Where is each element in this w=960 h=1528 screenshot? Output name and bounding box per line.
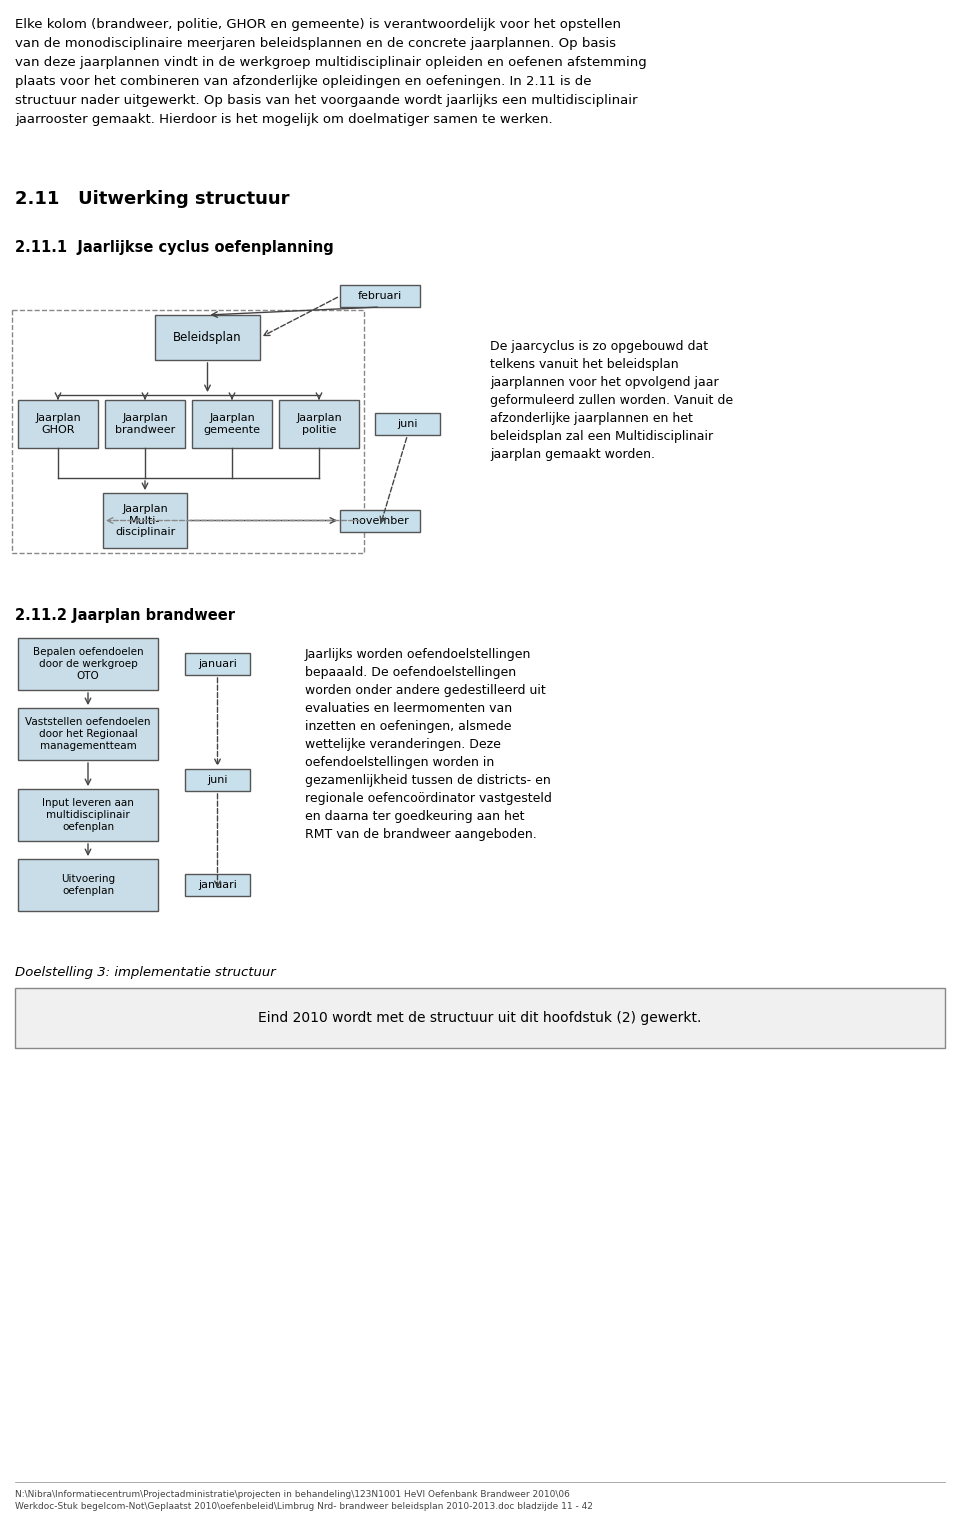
FancyBboxPatch shape [15,989,945,1048]
Text: Jaarplan
GHOR: Jaarplan GHOR [36,413,81,435]
Text: 2.11.1  Jaarlijkse cyclus oefenplanning: 2.11.1 Jaarlijkse cyclus oefenplanning [15,240,334,255]
FancyBboxPatch shape [185,874,250,895]
Text: januari: januari [198,659,237,669]
Text: juni: juni [207,775,228,785]
Text: januari: januari [198,880,237,889]
Text: Input leveren aan
multidisciplinair
oefenplan: Input leveren aan multidisciplinair oefe… [42,799,134,831]
Text: Vaststellen oefendoelen
door het Regionaal
managementteam: Vaststellen oefendoelen door het Regiona… [25,718,151,750]
Text: Elke kolom (brandweer, politie, GHOR en gemeente) is verantwoordelijk voor het o: Elke kolom (brandweer, politie, GHOR en … [15,18,647,125]
Text: Jaarplan
Multi-
disciplinair: Jaarplan Multi- disciplinair [115,504,175,538]
Text: Bepalen oefendoelen
door de werkgroep
OTO: Bepalen oefendoelen door de werkgroep OT… [33,648,143,680]
FancyBboxPatch shape [340,509,420,532]
Text: 2.11.2 Jaarplan brandweer: 2.11.2 Jaarplan brandweer [15,608,235,623]
FancyBboxPatch shape [103,494,187,549]
Text: februari: februari [358,290,402,301]
Text: juni: juni [397,419,418,429]
FancyBboxPatch shape [185,652,250,675]
FancyBboxPatch shape [192,400,272,448]
FancyBboxPatch shape [155,315,260,361]
Text: Doelstelling 3: implementatie structuur: Doelstelling 3: implementatie structuur [15,966,276,979]
Text: Beleidsplan: Beleidsplan [173,332,242,344]
Text: Uitvoering
oefenplan: Uitvoering oefenplan [60,874,115,895]
FancyBboxPatch shape [18,707,158,759]
FancyBboxPatch shape [279,400,359,448]
FancyBboxPatch shape [18,859,158,911]
FancyBboxPatch shape [18,400,98,448]
Text: Jaarplan
brandweer: Jaarplan brandweer [115,413,175,435]
FancyBboxPatch shape [375,413,440,435]
Text: november: november [351,515,408,526]
FancyBboxPatch shape [105,400,185,448]
Text: Jaarplan
gemeente: Jaarplan gemeente [204,413,260,435]
FancyBboxPatch shape [340,286,420,307]
Text: 2.11   Uitwerking structuur: 2.11 Uitwerking structuur [15,189,290,208]
Text: Eind 2010 wordt met de structuur uit dit hoofdstuk (2) gewerkt.: Eind 2010 wordt met de structuur uit dit… [258,1012,702,1025]
Text: De jaarcyclus is zo opgebouwd dat
telkens vanuit het beleidsplan
jaarplannen voo: De jaarcyclus is zo opgebouwd dat telken… [490,341,733,461]
Text: Jaarplan
politie: Jaarplan politie [296,413,342,435]
FancyBboxPatch shape [185,769,250,792]
FancyBboxPatch shape [18,639,158,691]
FancyBboxPatch shape [18,788,158,840]
Text: Jaarlijks worden oefendoelstellingen
bepaaald. De oefendoelstellingen
worden ond: Jaarlijks worden oefendoelstellingen bep… [305,648,552,840]
Text: N:\Nibra\Informatiecentrum\Projectadministratie\projecten in behandeling\123N100: N:\Nibra\Informatiecentrum\Projectadmini… [15,1490,593,1511]
